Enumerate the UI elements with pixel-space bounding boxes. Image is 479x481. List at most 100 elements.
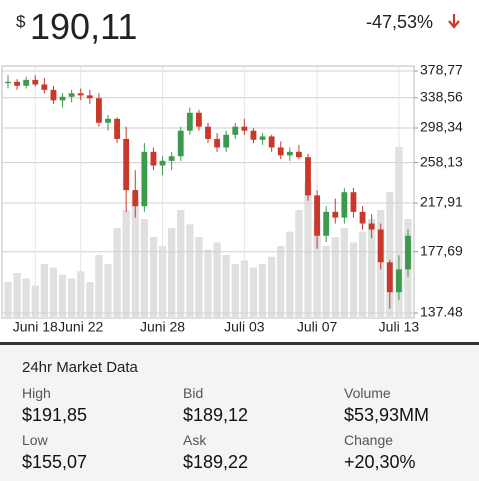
candle-body: [77, 93, 84, 96]
candle-body: [286, 151, 293, 156]
volume-bar: [386, 192, 394, 318]
market-item: Bid $189,12: [183, 385, 333, 426]
volume-bar: [349, 242, 358, 318]
market-value: $53,93MM: [344, 405, 430, 425]
price: 190,11: [30, 6, 138, 47]
candle-body: [114, 118, 120, 139]
candle-body: [5, 81, 11, 84]
volume-bar: [258, 264, 267, 318]
market-value: +20,30%: [344, 452, 416, 472]
candle-body: [359, 211, 366, 224]
y-tick-label: 258,13: [420, 153, 463, 169]
volume-bar: [140, 219, 148, 318]
volume-bar: [204, 249, 212, 318]
candle-body: [386, 262, 393, 293]
volume-bar: [13, 273, 21, 318]
candle-body: [314, 195, 320, 236]
market-label: Ask: [183, 432, 207, 448]
volume-bar: [95, 255, 103, 318]
volume-bar: [213, 242, 221, 318]
candle-body: [205, 126, 211, 139]
price-change: -47,53%: [365, 12, 433, 32]
market-label: Volume: [344, 385, 391, 401]
candle-body: [405, 235, 411, 270]
candle-body: [305, 157, 311, 196]
market-value: $155,07: [22, 452, 88, 472]
volume-bar: [186, 224, 194, 318]
x-tick-label: Juni 22: [58, 319, 103, 335]
volume-bar: [277, 246, 285, 318]
header: $ 190,11 -47,53%: [0, 0, 479, 60]
y-tick-label: 217,91: [420, 194, 463, 210]
y-tick-label: 177,69: [420, 242, 463, 258]
candle-body: [68, 93, 75, 97]
candle-body: [168, 156, 175, 161]
candle-body: [105, 118, 111, 123]
volume-bar: [86, 282, 94, 318]
candle-body: [259, 136, 266, 140]
y-tick-label: 338,56: [420, 89, 463, 105]
volume-bar: [22, 278, 30, 318]
candle-body: [241, 126, 248, 131]
volume-bar: [249, 267, 258, 318]
volume-bar: [331, 237, 339, 318]
volume-bar: [368, 219, 376, 318]
volume-bar: [286, 231, 294, 318]
candle-body: [59, 96, 66, 101]
x-tick-label: Juli 03: [224, 319, 265, 335]
market-item: Volume $53,93MM: [344, 385, 479, 426]
volume-bar: [49, 267, 58, 318]
volume-bar: [58, 274, 67, 318]
market-label: Low: [22, 432, 48, 448]
candle-body: [14, 81, 20, 86]
candle-body: [323, 211, 330, 236]
volume-bar: [268, 256, 276, 318]
market-title: 24hr Market Data: [22, 359, 138, 376]
candle-body: [50, 89, 57, 101]
y-tick-label: 137.48: [420, 304, 463, 320]
x-tick-label: Juni 28: [140, 319, 185, 335]
candle-body: [150, 151, 157, 166]
candle-body: [159, 160, 166, 166]
market-item: Low $155,07: [22, 432, 172, 473]
volume-bar: [4, 282, 12, 318]
volume-bar: [358, 231, 367, 318]
market-data: 24hr Market Data High $191,85 Bid $189,12 Vo…: [0, 342, 479, 481]
candle-body: [396, 269, 402, 293]
candle-body: [41, 84, 48, 90]
candle-body: [368, 223, 375, 230]
currency-symbol: $: [16, 12, 26, 31]
candle-body: [332, 211, 339, 218]
market-item: High $191,85: [22, 385, 172, 426]
y-tick-label: 378,77: [420, 62, 463, 78]
volume-bar: [113, 228, 121, 318]
candle-body: [341, 192, 348, 218]
candle-body: [32, 79, 39, 85]
candle-body: [186, 112, 193, 131]
candle-body: [277, 147, 284, 156]
volume-bar: [131, 201, 139, 318]
volume-bar: [231, 264, 239, 318]
chart: 378,77 338,56 298,34 258,13 217,91 177,69 137.…: [1, 62, 463, 335]
candle-body: [141, 151, 148, 207]
down-arrow: [448, 14, 460, 29]
volume-bar: [177, 210, 185, 318]
market-value: $189,22: [183, 452, 249, 472]
volume-bar: [40, 264, 48, 318]
candle-body: [23, 79, 30, 86]
market-item: Change +20,30%: [344, 432, 479, 473]
candle-body: [296, 151, 302, 158]
x-tick-label: Juli 13: [379, 319, 420, 335]
candle-body: [268, 136, 275, 148]
volume-bar: [222, 255, 230, 318]
volume-bar: [104, 264, 112, 318]
candle-body: [214, 138, 220, 148]
market-label: High: [22, 385, 51, 401]
x-tick-label: Juni 18: [13, 319, 58, 335]
x-tick-label: Juli 07: [297, 319, 338, 335]
volume-bar: [322, 246, 330, 318]
candle-body: [86, 95, 93, 99]
candle-body: [196, 112, 202, 127]
volume-bar: [68, 278, 76, 318]
